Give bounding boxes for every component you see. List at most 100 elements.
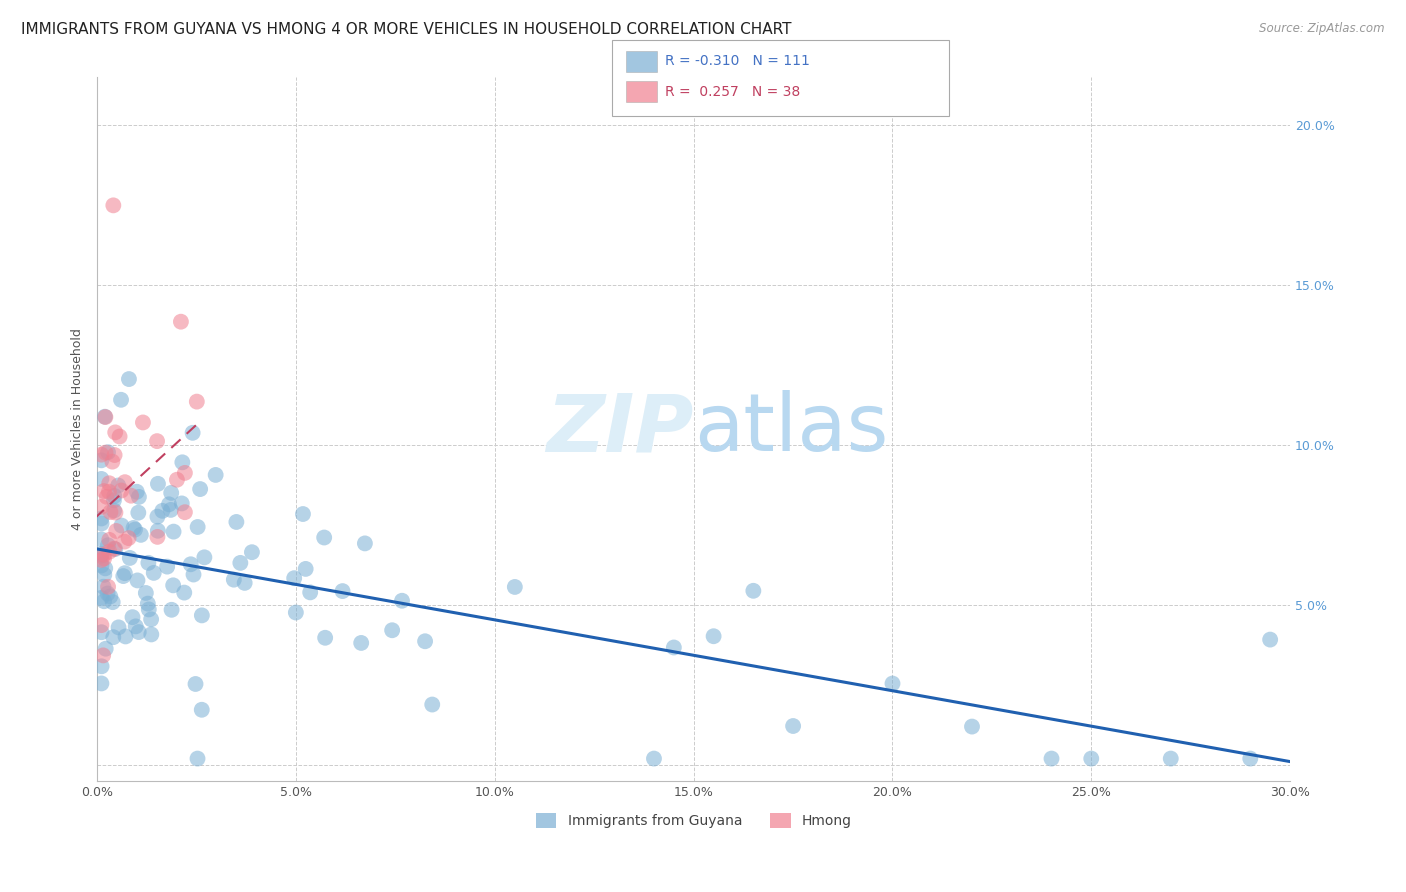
Point	[204, 467, 226, 482]
Point	[90, 558, 112, 573]
Point	[94, 641, 117, 656]
Point	[354, 536, 377, 550]
Point	[150, 504, 173, 518]
Point	[90, 553, 112, 567]
Point	[173, 585, 195, 599]
Point	[90, 472, 112, 486]
Point	[291, 507, 314, 521]
Point	[181, 425, 204, 440]
Point	[93, 580, 115, 594]
Point	[413, 634, 436, 648]
Point	[643, 751, 665, 765]
Point	[1239, 751, 1261, 765]
Text: atlas: atlas	[693, 390, 889, 468]
Point	[104, 425, 127, 440]
Point	[94, 561, 117, 575]
Point	[284, 606, 307, 620]
Point	[104, 506, 127, 520]
Point	[98, 533, 121, 547]
Point	[97, 445, 120, 459]
Point	[1080, 751, 1102, 765]
Point	[93, 551, 115, 566]
Point	[90, 453, 112, 467]
Point	[125, 619, 148, 633]
Point	[180, 558, 202, 572]
Point	[138, 602, 160, 616]
Point	[101, 595, 124, 609]
Point	[350, 636, 373, 650]
Point	[332, 584, 354, 599]
Point	[98, 476, 121, 491]
Point	[314, 531, 336, 545]
Point	[229, 556, 252, 570]
Point	[132, 416, 155, 430]
Point	[98, 484, 121, 499]
Point	[186, 751, 208, 765]
Point	[882, 676, 904, 690]
Point	[124, 523, 146, 537]
Point	[103, 198, 125, 212]
Point	[742, 583, 765, 598]
Point	[188, 482, 211, 496]
Text: Source: ZipAtlas.com: Source: ZipAtlas.com	[1260, 22, 1385, 36]
Point	[141, 627, 163, 641]
Point	[128, 625, 150, 640]
Text: R =  0.257   N = 38: R = 0.257 N = 38	[665, 85, 800, 99]
Point	[782, 719, 804, 733]
Point	[1040, 751, 1063, 765]
Point	[960, 720, 983, 734]
Point	[103, 493, 125, 508]
Point	[104, 542, 127, 557]
Point	[90, 547, 112, 561]
Point	[110, 392, 132, 407]
Point	[162, 524, 184, 539]
Point	[90, 533, 112, 547]
Point	[118, 372, 141, 386]
Point	[146, 524, 169, 538]
Point	[157, 497, 180, 511]
Point	[122, 521, 145, 535]
Point	[225, 515, 247, 529]
Point	[93, 548, 115, 562]
Point	[104, 448, 127, 462]
Point	[114, 534, 136, 549]
Point	[314, 631, 336, 645]
Point	[160, 486, 183, 500]
Point	[98, 544, 121, 558]
Point	[190, 703, 212, 717]
Point	[97, 538, 120, 552]
Point	[186, 394, 208, 409]
Point	[1258, 632, 1281, 647]
Point	[93, 567, 115, 582]
Point	[233, 575, 256, 590]
Point	[127, 506, 149, 520]
Point	[103, 489, 125, 503]
Point	[146, 530, 169, 544]
Point	[156, 559, 179, 574]
Point	[170, 315, 193, 329]
Point	[108, 429, 131, 443]
Legend: Immigrants from Guyana, Hmong: Immigrants from Guyana, Hmong	[530, 808, 858, 834]
Text: IMMIGRANTS FROM GUYANA VS HMONG 4 OR MORE VEHICLES IN HOUSEHOLD CORRELATION CHAR: IMMIGRANTS FROM GUYANA VS HMONG 4 OR MOR…	[21, 22, 792, 37]
Point	[136, 597, 159, 611]
Point	[146, 476, 169, 491]
Point	[283, 571, 305, 585]
Point	[110, 518, 132, 533]
Point	[146, 509, 169, 524]
Point	[114, 475, 136, 490]
Point	[90, 676, 112, 690]
Point	[193, 550, 215, 565]
Point	[121, 610, 143, 624]
Point	[381, 624, 404, 638]
Point	[103, 541, 125, 556]
Point	[90, 500, 112, 514]
Point	[96, 490, 118, 504]
Y-axis label: 4 or more Vehicles in Household: 4 or more Vehicles in Household	[72, 328, 84, 530]
Point	[112, 569, 135, 583]
Point	[98, 590, 121, 604]
Point	[114, 629, 136, 643]
Point	[662, 640, 685, 655]
Point	[90, 625, 112, 640]
Point	[391, 593, 413, 607]
Point	[420, 698, 443, 712]
